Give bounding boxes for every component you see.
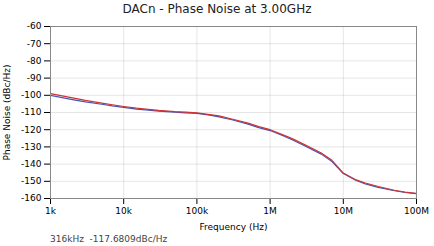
svg-text:-150: -150	[21, 176, 42, 186]
svg-text:Phase Noise (dBc/Hz): Phase Noise (dBc/Hz)	[2, 65, 12, 161]
svg-text:Frequency (Hz): Frequency (Hz)	[200, 222, 268, 232]
svg-text:100M: 100M	[404, 206, 429, 216]
svg-text:1M: 1M	[263, 206, 277, 216]
svg-text:-90: -90	[27, 73, 42, 83]
svg-text:-130: -130	[21, 142, 42, 152]
svg-text:-160: -160	[21, 193, 42, 203]
svg-text:-140: -140	[21, 159, 42, 169]
svg-text:-100: -100	[21, 90, 42, 100]
html-text:316kHz -117.6809dBc/Hz: 316kHz -117.6809dBc/Hz	[50, 234, 168, 244]
svg-text:-80: -80	[27, 56, 42, 66]
svg-text:-110: -110	[21, 107, 42, 117]
html-text:DACn - Phase Noise at 3.00GHz: DACn - Phase Noise at 3.00GHz	[122, 2, 312, 16]
svg-text:-120: -120	[21, 125, 42, 135]
svg-text:10M: 10M	[334, 206, 353, 216]
svg-text:-60: -60	[27, 21, 42, 31]
svg-text:10k: 10k	[115, 206, 132, 216]
svg-text:100k: 100k	[186, 206, 209, 216]
svg-text:-70: -70	[27, 39, 42, 49]
svg-text:1k: 1k	[45, 206, 57, 216]
